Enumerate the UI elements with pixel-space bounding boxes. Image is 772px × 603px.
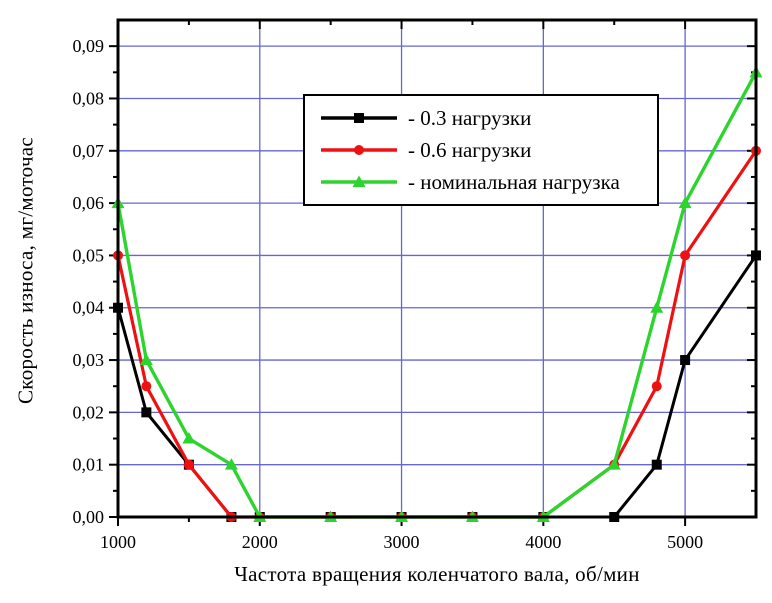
- y-tick-label: 0,09: [73, 36, 105, 56]
- x-axis-title: Частота вращения коленчатого вала, об/ми…: [234, 562, 640, 586]
- x-tick-label: 5000: [667, 532, 703, 552]
- legend-item-0.6-load: - 0.6 нагрузки: [319, 135, 649, 165]
- marker-square: [651, 459, 662, 470]
- marker-circle: [651, 381, 662, 392]
- x-tick-label: 2000: [242, 532, 278, 552]
- legend-key-square-icon: [321, 113, 397, 123]
- y-tick-label: 0,02: [73, 402, 105, 422]
- y-tick-label: 0,05: [73, 245, 105, 265]
- y-tick-label: 0,06: [73, 193, 105, 213]
- legend-item-label: - 0.3 нагрузки: [408, 105, 532, 130]
- y-tick-label: 0,04: [73, 298, 105, 318]
- legend-item-label: - номинальная нагрузка: [408, 169, 620, 194]
- x-tick-label: 1000: [100, 532, 136, 552]
- marker-triangle: [607, 458, 621, 470]
- marker-triangle: [678, 196, 692, 209]
- y-tick-label: 0,08: [73, 88, 105, 108]
- y-tick-label: 0,00: [73, 507, 105, 527]
- plot-frame: [116, 18, 758, 519]
- legend-item-nominal-load: - номинальная нагрузка: [319, 167, 649, 197]
- y-tick-label: 0,01: [73, 455, 105, 475]
- y-tick-label: 0,07: [73, 141, 105, 161]
- marker-triangle: [224, 458, 238, 470]
- marker-triangle: [352, 175, 366, 187]
- legend: - 0.3 нагрузки - 0.6 нагрузки - номиналь…: [303, 94, 659, 206]
- marker-square: [354, 113, 364, 123]
- legend-item-label: - 0.6 нагрузки: [408, 137, 532, 162]
- marker-circle: [680, 250, 691, 261]
- legend-key-triangle-icon: [321, 175, 397, 187]
- marker-square: [680, 355, 691, 366]
- x-tick-label: 3000: [384, 532, 420, 552]
- y-tick-label: 0,03: [73, 350, 105, 370]
- marker-triangle: [650, 301, 664, 313]
- marker-circle: [183, 459, 194, 470]
- marker-circle: [354, 145, 364, 155]
- legend-item-0.3-load: - 0.3 нагрузки: [319, 103, 649, 133]
- marker-triangle: [182, 432, 196, 444]
- x-tick-label: 4000: [525, 532, 561, 552]
- y-axis-title: Скорость износа, мг/моточас: [13, 136, 38, 405]
- marker-circle: [141, 381, 152, 392]
- marker-square: [141, 407, 152, 418]
- legend-key-circle-icon: [321, 145, 397, 155]
- marker-triangle: [139, 353, 153, 366]
